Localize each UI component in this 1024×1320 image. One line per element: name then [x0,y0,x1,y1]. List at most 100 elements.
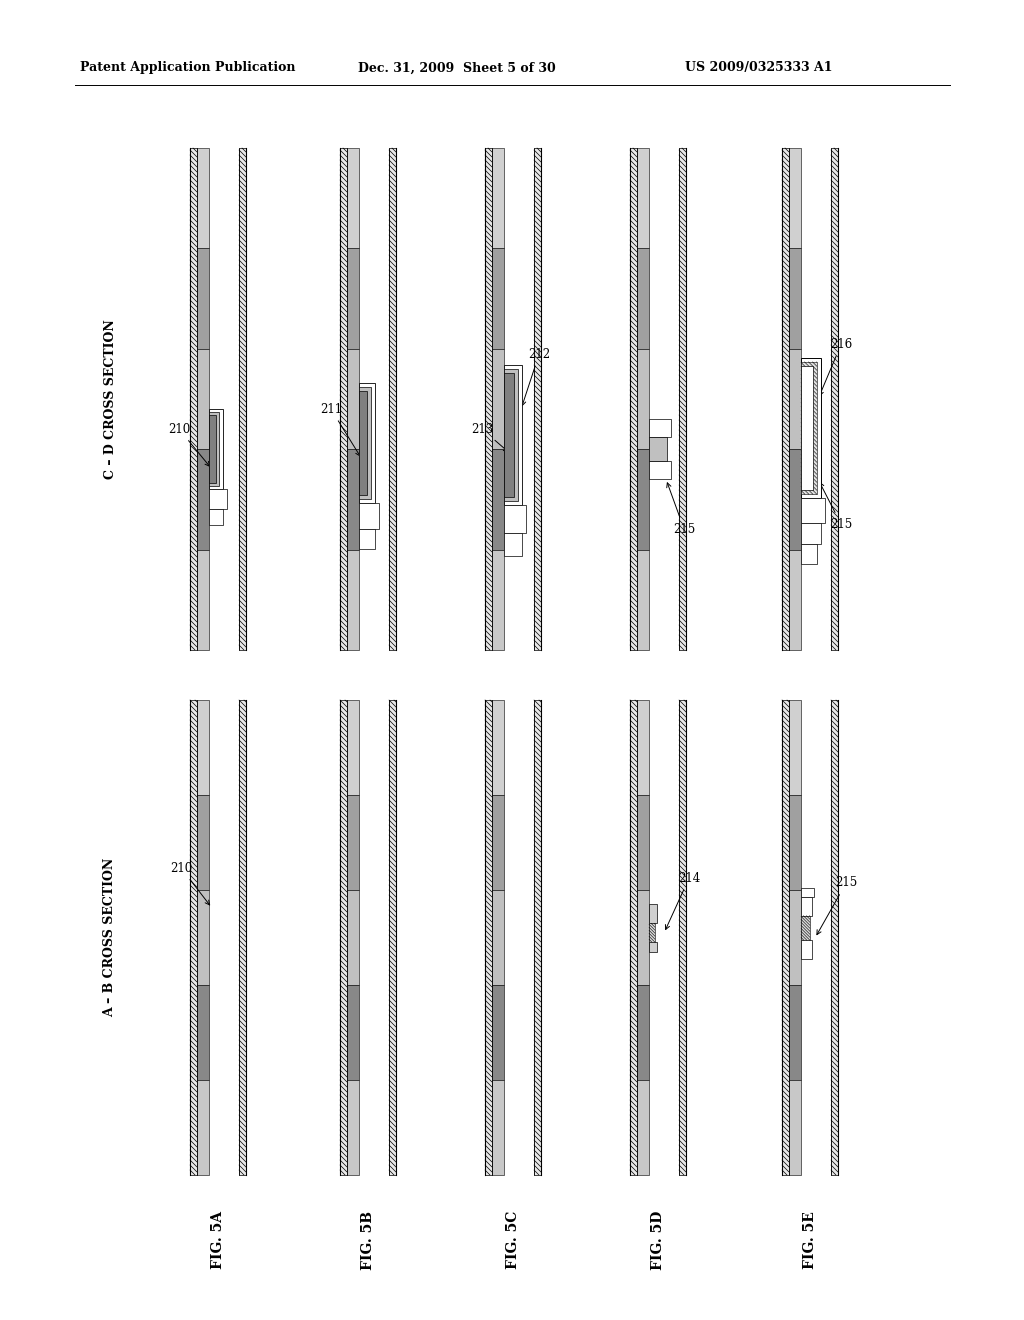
Text: 215: 215 [667,483,695,536]
Bar [359,503,379,528]
Bar [197,700,239,1175]
Text: 215: 215 [817,876,857,935]
Bar [801,524,821,544]
Bar [492,449,504,549]
Bar [679,148,686,649]
Bar [649,904,657,923]
Bar [359,528,375,549]
Bar [637,890,649,985]
Text: FIG. 5D: FIG. 5D [651,1210,665,1270]
Bar [534,700,541,1175]
Text: 210: 210 [168,422,210,466]
Bar [492,148,504,248]
Bar [347,795,359,890]
Bar [197,700,209,795]
Bar [197,1080,209,1175]
Bar [209,409,223,490]
Bar [389,700,396,1175]
Bar [347,890,359,985]
Bar [197,449,209,549]
Bar [197,795,209,890]
Bar [637,449,649,549]
Bar [492,700,504,795]
Bar [831,148,838,649]
Bar [801,888,814,898]
Bar [209,412,219,486]
Bar [347,1080,359,1175]
Bar [630,148,637,649]
Text: 213: 213 [471,422,508,451]
Text: C – D CROSS SECTION: C – D CROSS SECTION [103,319,117,479]
Bar [239,700,246,1175]
Bar [492,348,504,449]
Bar [790,795,801,890]
Bar [801,366,813,491]
Bar [492,795,504,890]
Bar [649,942,657,952]
Bar [782,148,790,649]
Bar [637,700,649,795]
Bar [492,148,534,649]
Bar [801,499,825,524]
Bar [801,362,817,495]
Bar [790,248,801,348]
Bar [649,461,671,479]
Bar [790,549,801,649]
Bar [492,1080,504,1175]
Bar [504,372,514,498]
Bar [504,506,526,533]
Bar [347,700,389,1175]
Bar [637,248,649,348]
Text: FIG. 5A: FIG. 5A [211,1210,225,1269]
Text: 210: 210 [170,862,210,906]
Text: FIG. 5C: FIG. 5C [506,1210,520,1270]
Bar [790,449,801,549]
Text: 212: 212 [521,347,550,405]
Text: 214: 214 [666,871,700,929]
Text: Dec. 31, 2009  Sheet 5 of 30: Dec. 31, 2009 Sheet 5 of 30 [358,62,556,74]
Text: A – B CROSS SECTION: A – B CROSS SECTION [103,858,117,1018]
Bar [649,923,655,942]
Bar [347,985,359,1080]
Bar [359,383,375,503]
Bar [359,391,367,495]
Bar [649,418,671,437]
Bar [197,985,209,1080]
Bar [347,700,359,795]
Bar [347,148,359,248]
Text: FIG. 5E: FIG. 5E [803,1210,817,1269]
Bar [347,549,359,649]
Bar [197,148,239,649]
Bar [485,700,492,1175]
Bar [504,364,522,506]
Bar [630,700,637,1175]
Bar [347,148,389,649]
Bar [209,510,223,524]
Bar [209,414,216,483]
Bar [790,148,801,248]
Bar [831,700,838,1175]
Bar [209,490,227,510]
Bar [790,348,801,449]
Bar [801,916,810,940]
Bar [790,985,801,1080]
Bar [492,700,534,1175]
Bar [790,700,831,1175]
Bar [637,549,649,649]
Bar [504,368,518,502]
Bar [637,148,649,248]
Bar [790,890,801,985]
Bar [239,148,246,649]
Bar [190,700,197,1175]
Bar [782,700,790,1175]
Bar [790,1080,801,1175]
Text: Patent Application Publication: Patent Application Publication [80,62,296,74]
Bar [197,549,209,649]
Bar [801,358,821,499]
Bar [347,449,359,549]
Text: 216: 216 [819,338,852,396]
Bar [197,248,209,348]
Bar [801,898,812,916]
Bar [679,700,686,1175]
Bar [197,890,209,985]
